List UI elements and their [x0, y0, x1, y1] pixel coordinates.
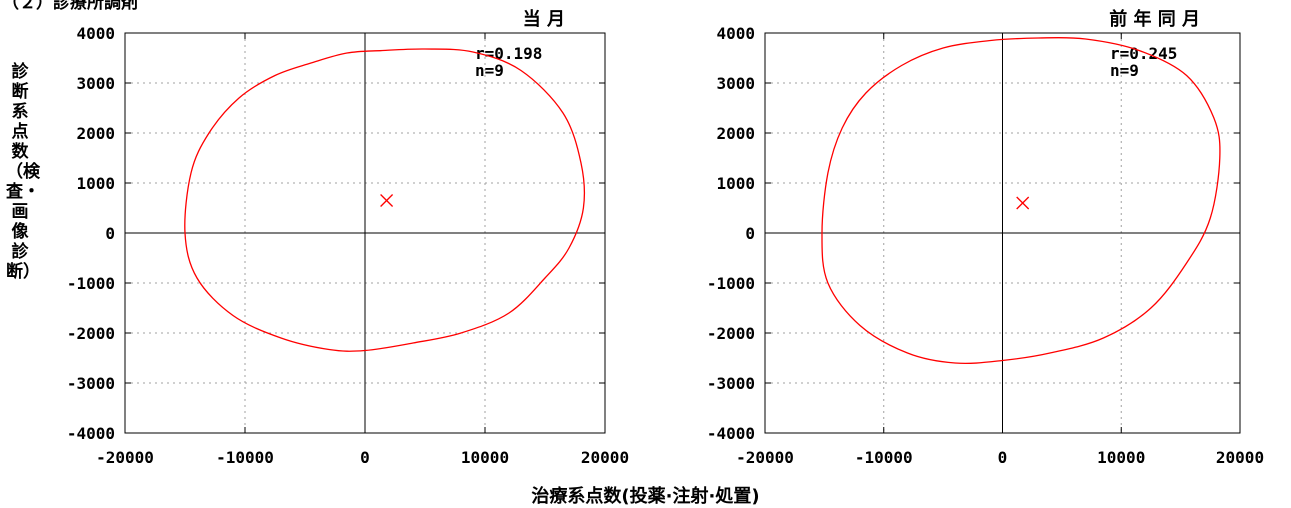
chart-title: 前 年 同 月	[1109, 8, 1200, 30]
data-point	[380, 194, 394, 207]
y-tick-label: -1000	[67, 274, 115, 293]
stats-label: n=9	[1110, 61, 1139, 80]
x-tick-label: 0	[998, 448, 1008, 467]
x-tick-label: 10000	[461, 448, 509, 467]
y-tick-label: -4000	[707, 424, 755, 443]
chart-2: 40003000200010000-1000-2000-3000-4000-20…	[707, 8, 1264, 467]
x-tick-label: -10000	[216, 448, 274, 467]
data-point-stroke	[380, 194, 394, 207]
y-tick-label: 0	[745, 224, 755, 243]
y-tick-label: -4000	[67, 424, 115, 443]
y-tick-label: -1000	[707, 274, 755, 293]
x-tick-label: -20000	[736, 448, 794, 467]
y-axis-label: 診断系点数（検査・画像診断）	[6, 62, 40, 282]
y-tick-label: 3000	[76, 74, 115, 93]
y-tick-label: -3000	[67, 374, 115, 393]
y-tick-label: 1000	[716, 174, 755, 193]
y-tick-label: -2000	[707, 324, 755, 343]
x-tick-label: 0	[360, 448, 370, 467]
x-axis-label: 治療系点数(投薬·注射·処置)	[531, 486, 760, 507]
x-tick-label: 20000	[581, 448, 629, 467]
x-tick-label: -20000	[96, 448, 154, 467]
stats-label: r=0.198	[475, 44, 542, 63]
y-tick-label: -2000	[67, 324, 115, 343]
data-point	[1016, 196, 1030, 210]
stats-label: n=9	[475, 61, 504, 80]
chart-title: 当 月	[523, 8, 565, 30]
y-tick-label: -3000	[707, 374, 755, 393]
y-tick-label: 3000	[716, 74, 755, 93]
y-tick-label: 1000	[76, 174, 115, 193]
y-tick-label: 4000	[716, 24, 755, 43]
confidence-ellipse	[821, 36, 1221, 365]
stats-label: r=0.245	[1110, 44, 1177, 63]
data-point-stroke	[1016, 196, 1030, 210]
chart-1: 40003000200010000-1000-2000-3000-4000-20…	[67, 8, 629, 467]
y-tick-label: 4000	[76, 24, 115, 43]
y-tick-label: 2000	[76, 124, 115, 143]
section-header: （２）診療所調剤	[2, 0, 138, 13]
x-tick-label: -10000	[855, 448, 913, 467]
x-tick-label: 20000	[1216, 448, 1264, 467]
x-tick-label: 10000	[1097, 448, 1145, 467]
confidence-ellipse	[184, 48, 586, 352]
y-tick-label: 2000	[716, 124, 755, 143]
y-tick-label: 0	[105, 224, 115, 243]
